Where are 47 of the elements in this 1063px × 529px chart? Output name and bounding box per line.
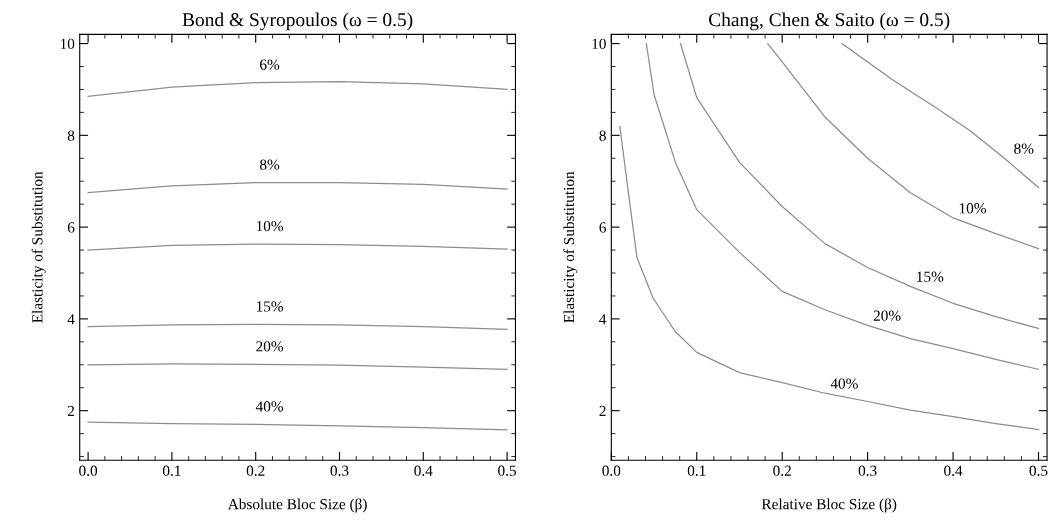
x-tick-label: 0.0 [602,465,621,476]
series-label: 10% [256,220,284,232]
y-tick-label: 2 [599,405,606,416]
series-label: 20% [873,310,901,321]
line-series [619,125,1040,431]
y-tick-label: 6 [599,222,606,233]
line-series [679,42,1040,330]
x-tick-label: 0.0 [79,465,98,476]
series-label: 10% [959,203,986,214]
series-label: 6% [260,59,280,70]
y-tick-label: 2 [67,405,75,416]
series-label: 20% [256,341,284,352]
series-label: 8% [259,159,280,170]
y-tick-label: 4 [67,314,75,325]
series-label: 15% [256,301,284,312]
x-tick-label: 0.4 [944,465,963,476]
y-tick-label: 10 [60,38,75,50]
series-label: 40% [830,378,858,389]
y-tick-label: 6 [67,222,75,233]
series-label: 40% [255,401,284,412]
line-series [767,42,1040,250]
x-tick-label: 0.2 [246,465,265,476]
y-tick-label: 8 [67,130,75,141]
x-axis-title: Absolute Bloc Size (β) [227,498,367,513]
series-label: 8% [1014,143,1034,154]
chart-title: Chang, Chen & Saito (ω = 0.5) [709,12,950,31]
y-axis-title: Elasticity of Substitution [563,171,578,323]
y-axis-title: Elasticity of Substitution [31,171,46,323]
x-axis-title: Relative Bloc Size (β) [761,498,897,513]
y-tick-label: 10 [592,38,606,50]
chart-title: Bond & Syropoulos (ω = 0.5) [182,12,413,31]
x-tick-label: 0.1 [162,465,181,476]
x-tick-label: 0.3 [858,465,877,476]
line-series [841,42,1040,189]
x-tick-label: 0.5 [1029,465,1048,476]
line-series [645,42,1040,370]
x-tick-label: 0.3 [330,465,349,476]
line-series [87,81,508,97]
line-series [87,421,508,431]
series-label: 15% [917,271,944,282]
x-tick-label: 0.4 [414,465,433,476]
y-tick-label: 8 [599,130,606,141]
x-tick-label: 0.2 [773,465,791,476]
x-tick-label: 0.1 [687,465,706,476]
x-tick-label: 0.5 [498,465,517,476]
y-tick-label: 4 [599,314,607,325]
line-series [87,181,508,194]
